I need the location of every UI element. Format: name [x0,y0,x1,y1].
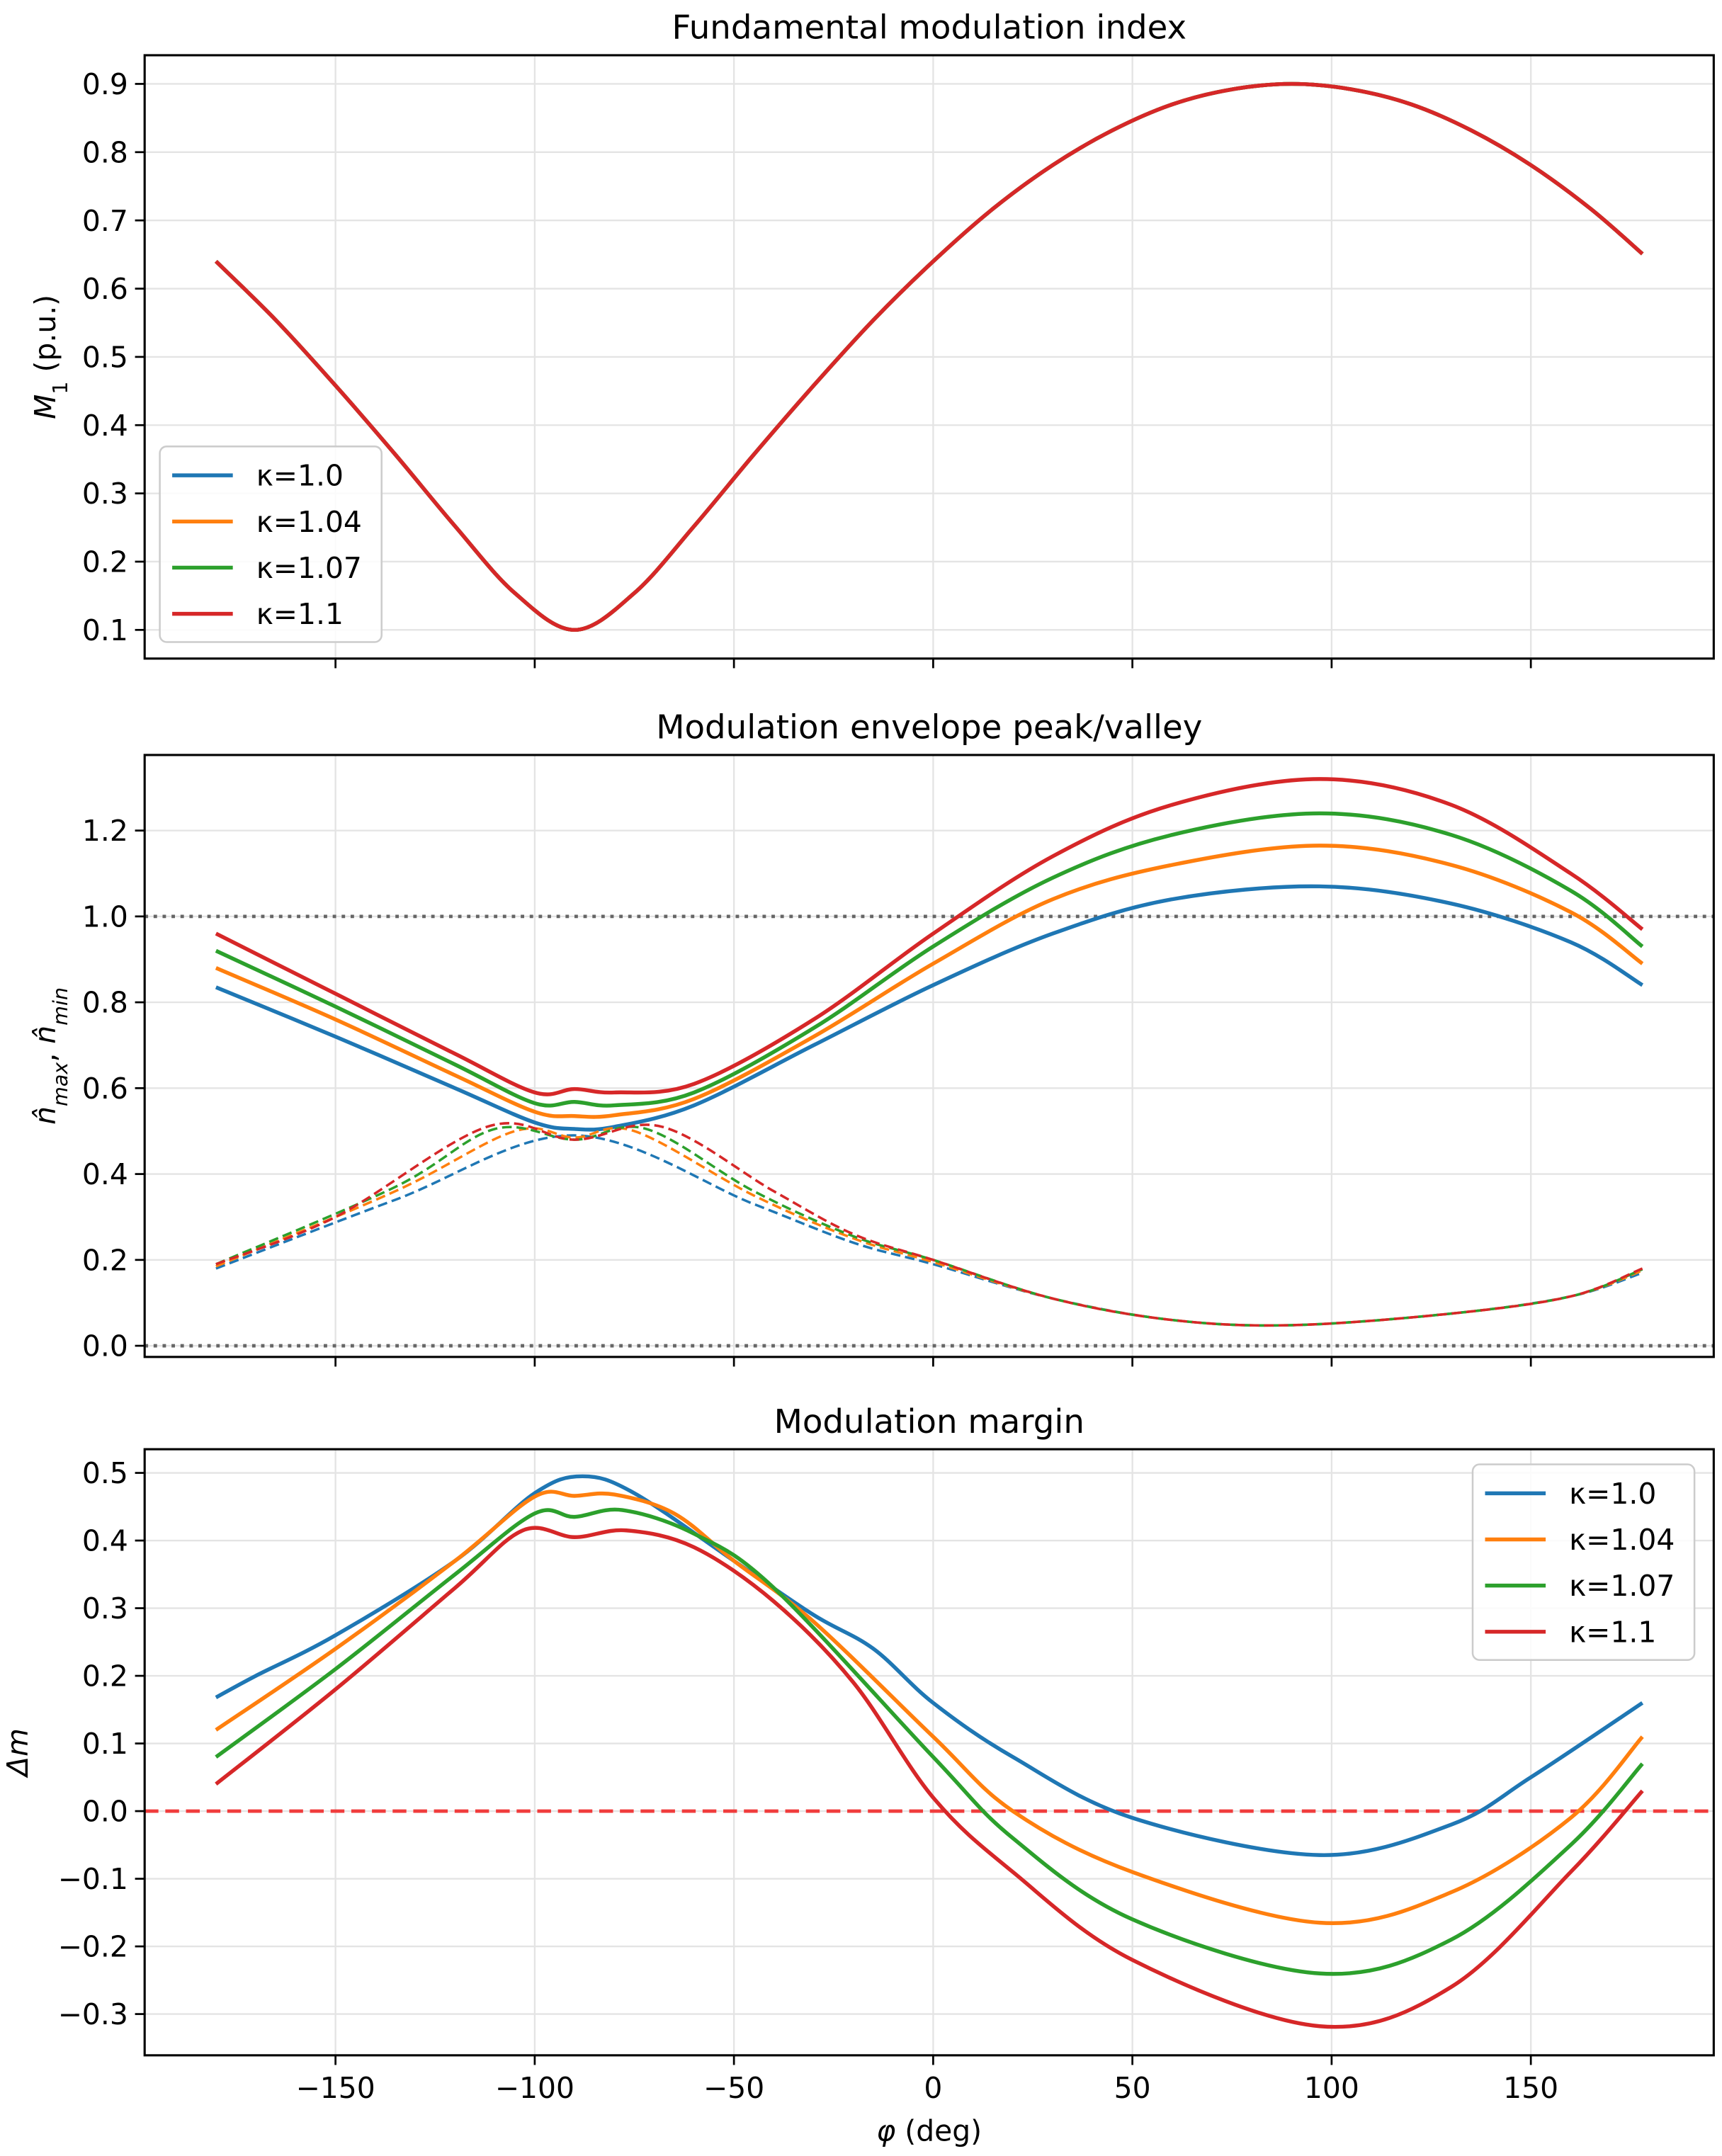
x-tick-label: 150 [1503,2071,1558,2105]
legend-frame [159,446,383,643]
chart-title: Modulation envelope peak/valley [656,709,1202,747]
y-tick-label: 0.4 [82,409,128,443]
y-tick-label: 0.2 [82,545,128,579]
y-tick-label: 0.1 [82,613,128,647]
y-tick-label: 0.9 [82,67,128,101]
axes-frame [143,754,1715,1358]
label-part: (deg) [895,2114,982,2148]
x-tick-label: 100 [1304,2071,1359,2105]
y-tick-label: −0.1 [58,1862,128,1896]
legend: κ=1.0 κ=1.04 κ=1.07 κ=1.1 [159,446,383,643]
y-tick-label: 0.5 [82,1456,128,1490]
y-tick-label: 0.4 [82,1157,128,1191]
legend-frame [1471,1463,1696,1661]
chart-title: Fundamental modulation index [672,9,1186,47]
label-part: Δm [1,1728,35,1778]
y-axis-label: Δm [1,1728,35,1778]
panel-1: 0.1 0.2 0.3 0.4 0.5 0.6 0.7 0.8 0.9 Fundamental m… [28,9,1715,669]
series-line-2 [215,1490,1644,1925]
series-group [215,1474,1644,2029]
x-tick-label: −50 [703,2071,764,2105]
y-tick-label: −0.2 [58,1930,128,1964]
y-tick-label: 1.2 [82,814,128,848]
series-line-4 [214,81,1644,632]
y-tick-label: 0.0 [82,1329,128,1363]
series-line-1 [215,884,1644,1132]
y-tick-label: 0.8 [82,986,128,1020]
y-tick-label: 0.8 [82,135,128,169]
panel-3: −150 −100 −50 0 50 100 150 −0.3 −0.2 −0.1 0.0 0.1 0.… [1,1403,1715,2148]
x-tick-label: 50 [1114,2071,1151,2105]
y-axis-label: M1 (p.u.) [28,295,72,419]
label-part: M [28,395,62,419]
series-line-4 [215,1526,1644,2029]
label-part: , [28,1044,62,1062]
chart-title: Modulation margin [774,1403,1084,1441]
legend-label-3: κ=1.07 [1569,1569,1675,1603]
y-tick-label: 0.0 [82,1795,128,1829]
legend-label-2: κ=1.04 [1569,1523,1675,1557]
label-part: max [48,1062,72,1106]
series-line-4 [215,777,1644,1096]
label-part: min [48,987,72,1026]
series-line-3 [215,811,1644,1108]
panel-2: 0.0 0.2 0.4 0.6 0.8 1.0 1.2 Modulation envelope… [28,709,1715,1367]
label-part: 1 [48,381,72,394]
series-line-8 [215,1122,1643,1327]
y-tick-label: 1.0 [82,900,128,934]
x-axis-label: φ (deg) [876,2114,982,2148]
legend-label-4: κ=1.1 [256,597,344,631]
series-line-5 [215,1134,1643,1327]
y-tick-label: 0.3 [82,477,128,511]
series-group [215,777,1644,1327]
y-tick-label: 0.6 [82,272,128,306]
y-tick-label: 0.2 [82,1243,128,1277]
y-tick-label: 0.5 [82,340,128,374]
legend-label-4: κ=1.1 [1569,1615,1656,1649]
legend: κ=1.0 κ=1.04 κ=1.07 κ=1.1 [1471,1463,1696,1661]
series-line-3 [215,1507,1644,1976]
y-tick-label: 0.1 [82,1727,128,1761]
x-tick-label: −100 [495,2071,574,2105]
y-axis-label: n̂max, n̂min [28,987,72,1125]
legend-label-1: κ=1.0 [256,459,344,493]
y-tick-label: 0.4 [82,1524,128,1558]
legend-label-1: κ=1.0 [1569,1477,1656,1511]
label-part: n̂ [28,1026,62,1044]
axes-frame [143,1448,1715,2057]
x-tick-label: 0 [924,2071,942,2105]
y-tick-label: −0.3 [58,1997,128,2031]
y-tick-label: 0.2 [82,1659,128,1693]
y-tick-label: 0.7 [82,204,128,238]
x-tick-label: −150 [296,2071,375,2105]
series-line-7 [215,1125,1643,1327]
series-line-1 [215,1474,1644,1857]
label-part: (p.u.) [28,295,62,382]
legend-label-2: κ=1.04 [256,505,362,539]
y-tick-label: 0.3 [82,1592,128,1625]
y-tick-label: 0.6 [82,1072,128,1106]
label-part: n̂ [28,1106,62,1125]
legend-label-3: κ=1.07 [256,551,362,585]
series-group [214,81,1644,632]
series-line-2 [215,844,1644,1119]
label-part: φ [876,2114,895,2148]
